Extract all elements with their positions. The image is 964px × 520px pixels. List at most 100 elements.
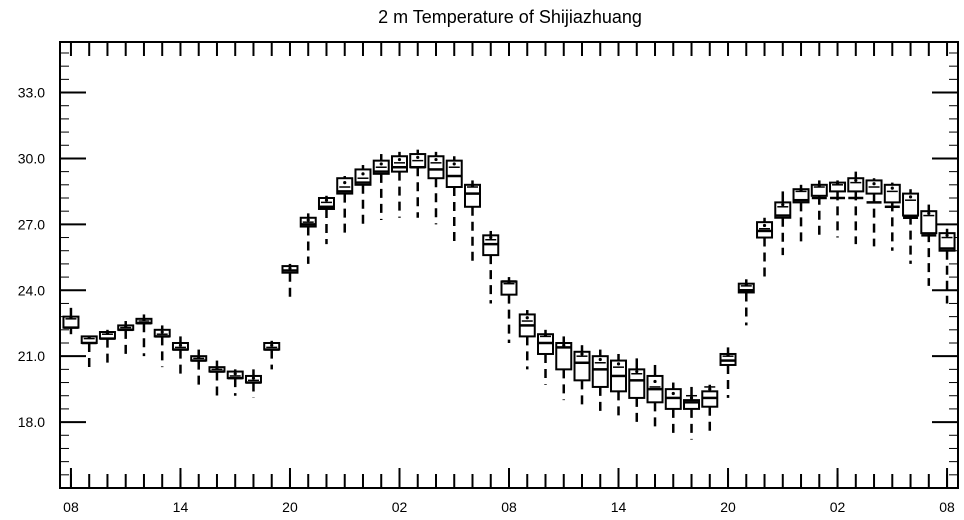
x-tick-label: 02 [392, 499, 408, 515]
box-mark [865, 178, 883, 247]
iqr-box [683, 399, 701, 410]
box-mark [719, 347, 737, 398]
mean-marker [671, 391, 675, 396]
box-mark [774, 191, 792, 256]
iqr-box [628, 368, 646, 399]
box-mark [792, 184, 810, 247]
mean-marker [854, 178, 858, 183]
mean-marker [781, 202, 785, 207]
mean-marker [270, 343, 274, 347]
mean-marker [489, 235, 493, 240]
iqr-box [336, 177, 354, 195]
x-tick-label: 08 [939, 499, 955, 515]
mean-marker [69, 316, 73, 320]
y-tick-label: 33.0 [18, 85, 45, 101]
chart-title: 2 m Temperature of Shijiazhuang [378, 7, 642, 27]
mean-marker [762, 223, 767, 228]
mean-marker [233, 372, 237, 376]
box-mark [208, 360, 226, 396]
mean-marker [580, 352, 584, 356]
box-mark [902, 189, 920, 264]
iqr-box [427, 155, 445, 180]
box-mark [537, 329, 555, 385]
mean-marker [324, 198, 329, 202]
box-mark [190, 349, 208, 387]
box-mark [354, 165, 372, 227]
mean-marker [160, 330, 164, 334]
box-mark [756, 217, 774, 280]
mean-marker [87, 335, 91, 340]
y-axis: 18.0 21.0 24.0 27.0 30.0 33.0 [18, 52, 958, 489]
box-mark [336, 176, 354, 236]
iqr-box [883, 183, 901, 204]
box-mark [390, 151, 408, 218]
mean-marker [543, 333, 548, 337]
iqr-box [591, 355, 609, 388]
box-mark [281, 263, 299, 302]
box-mark [883, 182, 901, 251]
box-mark [555, 336, 573, 401]
box-mark [482, 230, 500, 304]
box-mark [518, 310, 536, 370]
box-mark [683, 386, 701, 440]
mean-marker [653, 379, 657, 384]
box-mark [80, 335, 98, 370]
mean-marker [744, 283, 748, 287]
x-tick-label: 14 [173, 499, 189, 515]
mean-marker [452, 162, 456, 166]
mean-marker [799, 188, 803, 192]
x-tick-label: 08 [63, 499, 79, 515]
iqr-box [847, 177, 865, 193]
box-mark [610, 353, 628, 418]
mean-marker [288, 266, 292, 270]
box-mark [938, 228, 956, 304]
mean-marker [397, 157, 402, 162]
mean-marker [525, 316, 529, 320]
y-tick-label: 21.0 [18, 348, 45, 364]
iqr-box [317, 196, 335, 210]
mean-marker [416, 155, 420, 159]
box-mark [829, 180, 847, 238]
box-mark [244, 369, 262, 398]
mean-marker [343, 181, 347, 185]
box-mark [664, 382, 682, 436]
box-mark [372, 154, 390, 220]
mean-marker [908, 195, 913, 199]
box-mark [299, 213, 317, 264]
mean-marker [616, 362, 621, 366]
mean-marker [105, 331, 110, 335]
y-tick-label: 30.0 [18, 150, 45, 166]
mean-marker [598, 357, 602, 362]
mean-marker [197, 355, 201, 359]
mean-marker [507, 280, 511, 285]
box-mark [573, 345, 591, 409]
y-tick-label: 24.0 [18, 282, 45, 298]
plot-frame [59, 41, 959, 489]
iqr-box [463, 183, 481, 208]
mean-marker [470, 184, 475, 188]
iqr-box [354, 168, 372, 186]
box-mark [62, 307, 80, 335]
x-tick-label: 02 [830, 499, 846, 515]
box-mark [445, 156, 463, 242]
box-mark [646, 364, 664, 431]
iqr-box [555, 341, 573, 371]
mean-marker [251, 376, 256, 380]
iqr-box [902, 192, 920, 217]
mean-marker [635, 369, 639, 374]
box-mark [135, 314, 153, 357]
mean-marker [726, 353, 730, 357]
box-mark [98, 329, 116, 368]
mean-marker [361, 172, 365, 176]
box-mark [591, 349, 609, 412]
box-mark [153, 325, 171, 368]
mean-marker [835, 182, 840, 186]
box-mark [737, 279, 755, 326]
box-series [62, 149, 956, 440]
y-tick-label: 27.0 [18, 216, 45, 232]
iqr-box [920, 210, 938, 235]
mean-marker [306, 218, 310, 222]
box-mark [171, 336, 189, 379]
